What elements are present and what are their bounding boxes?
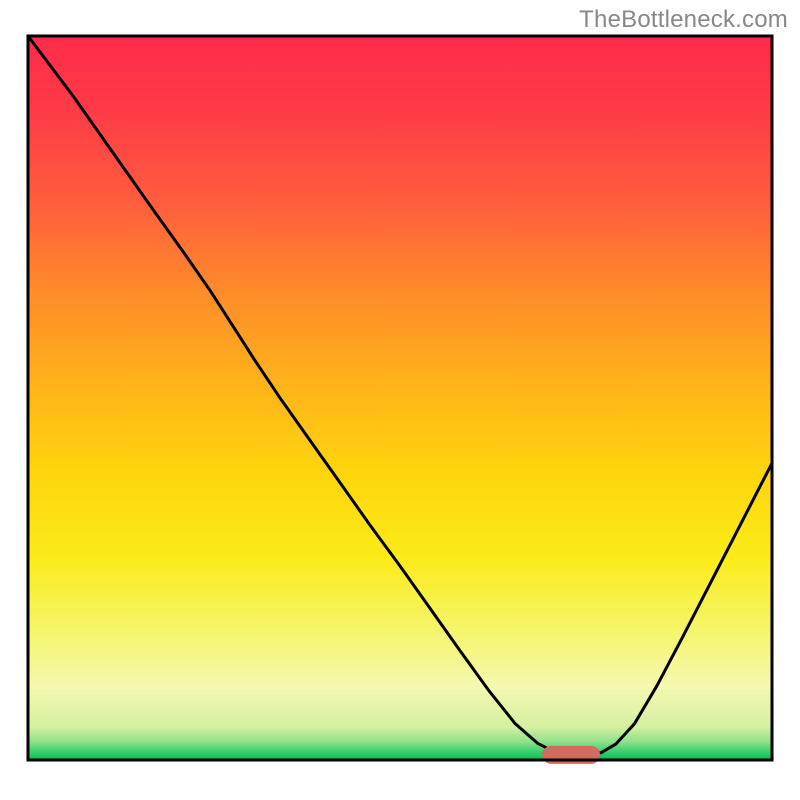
bottleneck-chart (0, 0, 800, 800)
watermark-text: TheBottleneck.com (579, 6, 788, 34)
chart-container: TheBottleneck.com (0, 0, 800, 800)
plot-background (28, 36, 772, 760)
